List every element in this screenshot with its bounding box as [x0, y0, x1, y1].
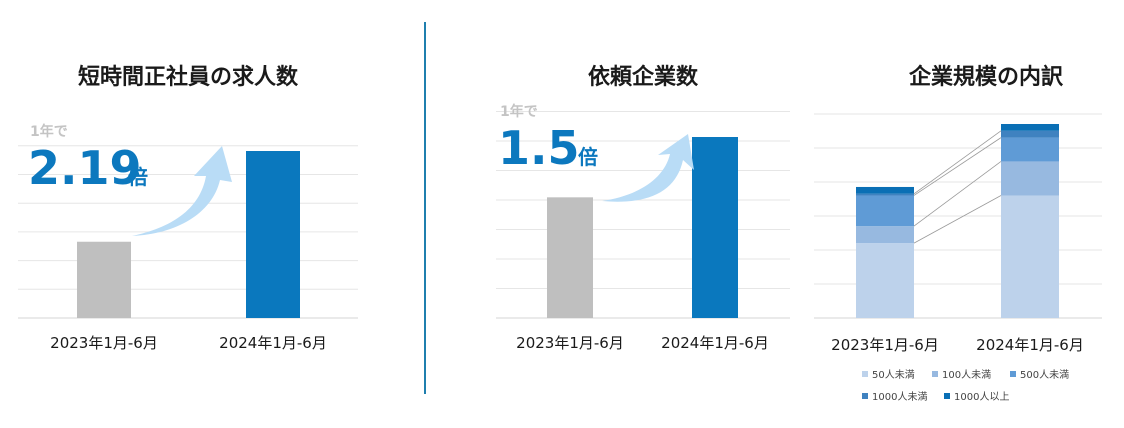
legend-swatch [862, 393, 868, 399]
legend-swatch [1010, 371, 1016, 377]
stacked-bar-segment [1001, 137, 1059, 162]
stacked-bar-segment [1001, 130, 1059, 138]
stacked-bar-segment [856, 243, 914, 318]
stacked-bar-segment [1001, 195, 1059, 318]
bar-2 [692, 137, 738, 318]
growth-unit: 倍 [128, 165, 148, 189]
x-tick-label: 2024年1月-6月 [219, 334, 327, 352]
stacked-bar-segment [856, 186, 914, 194]
legend-swatch [932, 371, 938, 377]
growth-prefix: 1年で [500, 103, 538, 120]
stacked-bar-segment [856, 195, 914, 227]
x-tick-label: 2024年1月-6月 [661, 334, 769, 352]
legend-label: 1000人以上 [954, 391, 1009, 403]
legend-label: 500人未満 [1020, 369, 1069, 381]
chart-title: 短時間正社員の求人数 [78, 64, 299, 90]
left-panel: 短時間正社員の求人数 2023年1月-6月 2024年1月-6月 1年で 2.19 倍 [0, 0, 424, 428]
x-tick-label: 2023年1月-6月 [516, 334, 624, 352]
x-tick-label: 2023年1月-6月 [50, 334, 158, 352]
stacked-bar-segment [1001, 161, 1059, 196]
panel-divider [424, 22, 426, 394]
legend-label: 50人未満 [872, 369, 915, 381]
growth-value: 2.19 [28, 141, 142, 195]
growth-prefix: 1年で [30, 123, 68, 140]
x-tick-label: 2024年1月-6月 [976, 336, 1084, 354]
x-tick-label: 2023年1月-6月 [831, 336, 939, 354]
growth-arrow-icon [132, 146, 232, 236]
growth-unit: 倍 [578, 145, 598, 169]
stacked-bar-segment [856, 193, 914, 196]
legend-swatch [862, 371, 868, 377]
series-connector-line [913, 137, 1002, 196]
stacked-bar-segment [1001, 124, 1059, 131]
chart-title: 依頼企業数 [588, 64, 699, 90]
bar-2 [246, 151, 300, 318]
legend-swatch [944, 393, 950, 399]
legend-label: 1000人未満 [872, 391, 927, 403]
chart-title: 企業規模の内訳 [908, 64, 1064, 90]
series-connector-line [913, 195, 1002, 244]
right-panel: 依頼企業数 2023年1月-6月 2024年1月-6月 1年で 1.5 倍 企業規模の内訳 2… [426, 0, 1124, 428]
growth-value: 1.5 [498, 121, 580, 175]
bar-1 [77, 241, 131, 318]
legend-label: 100人未満 [942, 369, 991, 381]
growth-arrow-icon [602, 134, 694, 202]
series-connector-line [913, 161, 1002, 227]
stacked-bar-segment [856, 226, 914, 244]
bar-1 [547, 197, 593, 318]
series-connector-line [913, 130, 1002, 195]
